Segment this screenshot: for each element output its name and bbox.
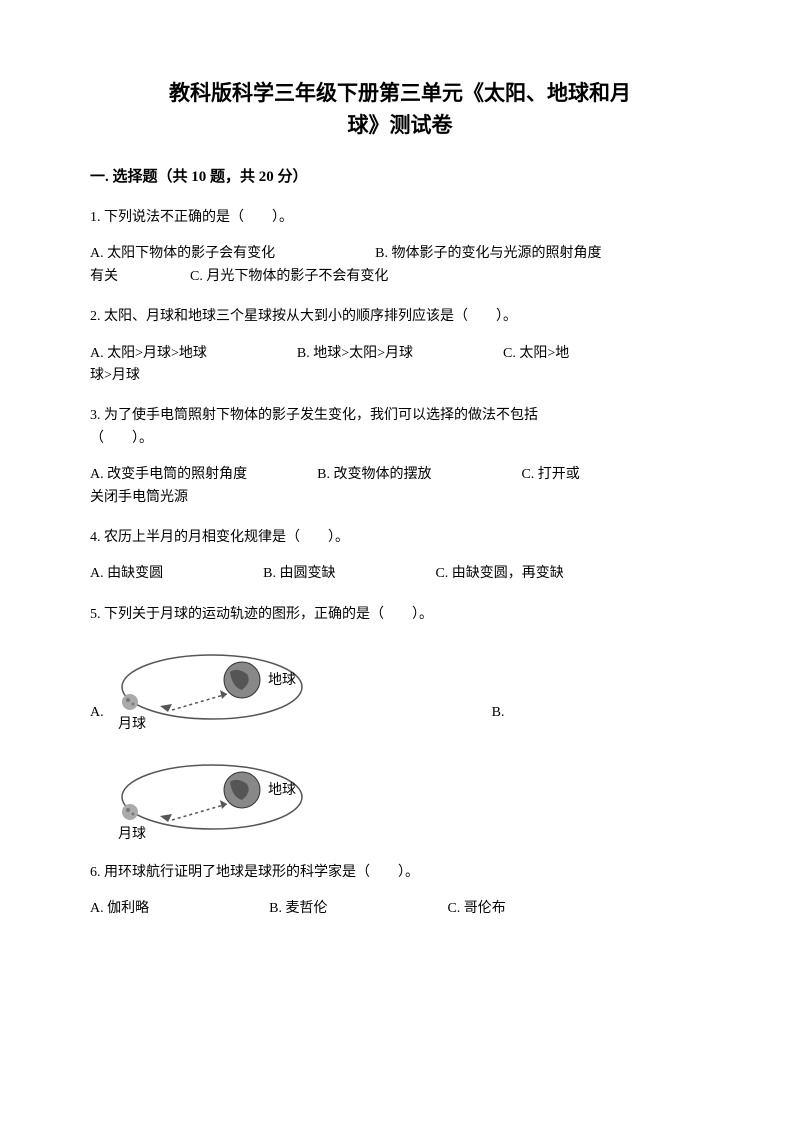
q4-options: A. 由缺变圆 B. 由圆变缺 C. 由缺变圆，再变缺 (90, 563, 710, 585)
q1-options: A. 太阳下物体的影子会有变化 B. 物体影子的变化与光源的照射角度 有关 C. 月… (90, 243, 710, 288)
q6-options: A. 伽利略 B. 麦哲伦 C. 哥伦布 (90, 898, 710, 920)
q6-option-b: B. 麦哲伦 (269, 901, 327, 916)
q2-option-a: A. 太阳>月球>地球 (90, 346, 207, 361)
question-1: 1. 下列说法不正确的是（ ）。 A. 太阳下物体的影子会有变化 B. 物体影子的… (90, 207, 710, 288)
section-1-header: 一. 选择题（共 10 题，共 20 分） (90, 165, 710, 189)
earth-label-1: 地球 (268, 672, 296, 688)
q3-text-2: （ ）。 (90, 431, 153, 446)
q3-option-c-cont: 关闭手电筒光源 (90, 490, 188, 505)
exam-title: 教科版科学三年级下册第三单元《太阳、地球和月 球》测试卷 (90, 78, 710, 141)
q3-options: A. 改变手电筒的照射角度 B. 改变物体的摆放 C. 打开或 关闭手电筒光源 (90, 464, 710, 509)
title-line-2: 球》测试卷 (348, 113, 453, 137)
question-4: 4. 农历上半月的月相变化规律是（ ）。 A. 由缺变圆 B. 由圆变缺 C. 由缺… (90, 527, 710, 586)
orbit-diagram-2-icon: 地球 月球 (112, 752, 312, 842)
q2-option-c-cont: 球>月球 (90, 368, 140, 383)
q5-label-a: A. (90, 702, 104, 724)
q2-option-c: C. 太阳>地 (503, 346, 569, 361)
q1-option-b-cont: 有关 (90, 269, 118, 284)
q3-option-b: B. 改变物体的摆放 (317, 467, 431, 482)
q6-text: 6. 用环球航行证明了地球是球形的科学家是（ ）。 (90, 862, 710, 884)
q2-option-b: B. 地球>太阳>月球 (297, 346, 413, 361)
q2-options: A. 太阳>月球>地球 B. 地球>太阳>月球 C. 太阳>地 球>月球 (90, 343, 710, 388)
q3-text: 3. 为了使手电筒照射下物体的影子发生变化，我们可以选择的做法不包括 （ ）。 (90, 405, 710, 450)
q3-text-1: 3. 为了使手电筒照射下物体的影子发生变化，我们可以选择的做法不包括 (90, 408, 538, 423)
q3-option-c: C. 打开或 (521, 467, 579, 482)
q5-diagram-2: 地球 月球 (112, 752, 710, 842)
q5-diagram-1: A. 地球 月球 B. (90, 642, 710, 732)
title-line-1: 教科版科学三年级下册第三单元《太阳、地球和月 (169, 81, 631, 105)
q6-option-a: A. 伽利略 (90, 901, 149, 916)
moon-label-2: 月球 (118, 826, 146, 842)
q4-option-a: A. 由缺变圆 (90, 566, 163, 581)
q1-option-c: C. 月光下物体的影子不会有变化 (190, 269, 388, 284)
q4-text: 4. 农历上半月的月相变化规律是（ ）。 (90, 527, 710, 549)
q1-option-a: A. 太阳下物体的影子会有变化 (90, 246, 275, 261)
q4-option-c: C. 由缺变圆，再变缺 (435, 566, 563, 581)
question-6: 6. 用环球航行证明了地球是球形的科学家是（ ）。 A. 伽利略 B. 麦哲伦 C.… (90, 862, 710, 921)
question-3: 3. 为了使手电筒照射下物体的影子发生变化，我们可以选择的做法不包括 （ ）。 … (90, 405, 710, 509)
q2-text: 2. 太阳、月球和地球三个星球按从大到小的顺序排列应该是（ ）。 (90, 306, 710, 328)
q3-option-a: A. 改变手电筒的照射角度 (90, 467, 247, 482)
question-2: 2. 太阳、月球和地球三个星球按从大到小的顺序排列应该是（ ）。 A. 太阳>月… (90, 306, 710, 387)
q1-text: 1. 下列说法不正确的是（ ）。 (90, 207, 710, 229)
q4-option-b: B. 由圆变缺 (263, 566, 335, 581)
question-5: 5. 下列关于月球的运动轨迹的图形，正确的是（ ）。 A. 地球 月球 (90, 604, 710, 842)
q1-option-b: B. 物体影子的变化与光源的照射角度 (375, 246, 601, 261)
q5-label-b: B. (492, 702, 505, 724)
earth-label-2: 地球 (268, 782, 296, 798)
orbit-diagram-1-icon: 地球 月球 (112, 642, 312, 732)
q6-option-c: C. 哥伦布 (447, 901, 505, 916)
moon-label-1: 月球 (118, 716, 146, 732)
q5-text: 5. 下列关于月球的运动轨迹的图形，正确的是（ ）。 (90, 604, 710, 626)
